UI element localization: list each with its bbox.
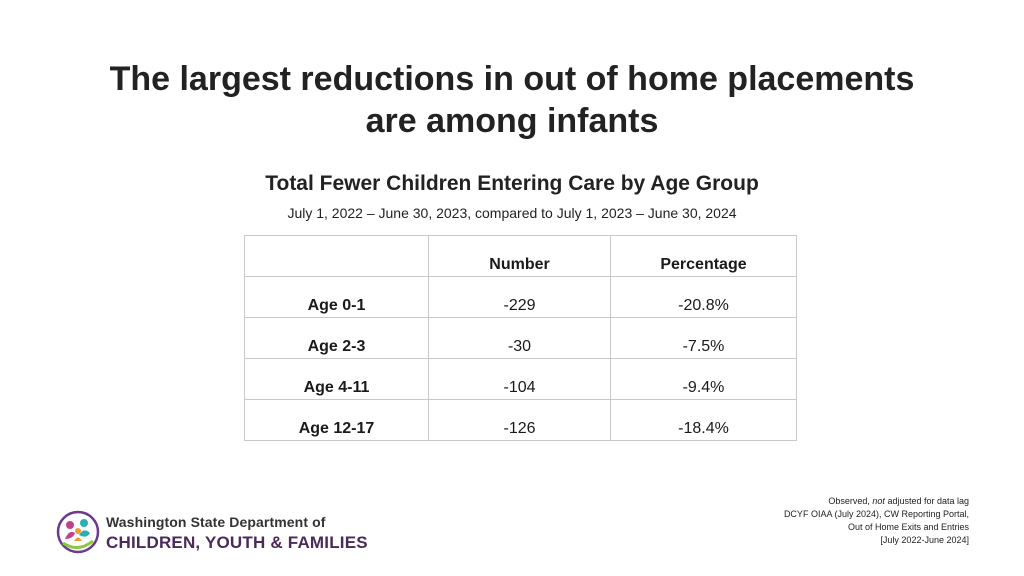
number-cell: -229 (428, 276, 611, 318)
percentage-cell: -9.4% (610, 358, 797, 400)
table-row: Age 12-17 -126 -18.4% (244, 399, 797, 441)
footnote-line2: DCYF OIAA (July 2024), CW Reporting Port… (783, 509, 969, 519)
row-label: Age 0-1 (244, 276, 429, 318)
row-label-text: Age 12-17 (298, 420, 375, 437)
number-value: -126 (503, 420, 536, 437)
percentage-value: -9.4% (682, 379, 725, 396)
row-label: Age 12-17 (244, 399, 429, 441)
header-label: Percentage (660, 256, 747, 273)
header-percentage: Percentage (610, 235, 797, 277)
percentage-value: -18.4% (678, 420, 729, 437)
number-cell: -104 (428, 358, 611, 400)
logo-org-line1: Washington State Department of (106, 514, 326, 530)
header-empty-cell (244, 235, 429, 277)
row-label: Age 4-11 (244, 358, 429, 400)
footnote-line1: Observed, not adjusted for data lag (784, 495, 969, 508)
percentage-cell: -20.8% (610, 276, 797, 318)
header-number: Number (428, 235, 611, 277)
footnote-line4: [July 2022-June 2024] (880, 535, 969, 545)
percentage-cell: -18.4% (610, 399, 797, 441)
footnote-text: adjusted for data lag (884, 496, 969, 506)
header-label: Number (489, 256, 550, 273)
table-title: Total Fewer Children Entering Care by Ag… (265, 172, 759, 195)
source-footnote: Observed, not adjusted for data lag DCYF… (784, 495, 969, 547)
table-subtitle: July 1, 2022 – June 30, 2023, compared t… (287, 205, 737, 221)
slide-title-line1: The largest reductions in out of home pl… (109, 60, 915, 98)
percentage-cell: -7.5% (610, 317, 797, 359)
row-label-text: Age 4-11 (303, 379, 370, 396)
number-cell: -126 (428, 399, 611, 441)
percentage-value: -20.8% (678, 297, 729, 314)
dcyf-logo-icon (56, 510, 100, 554)
logo-org-line2: CHILDREN, YOUTH & FAMILIES (106, 533, 368, 552)
number-cell: -30 (428, 317, 611, 359)
table-header-row: Number Percentage (244, 235, 797, 277)
number-value: -30 (507, 338, 532, 355)
number-value: -229 (503, 297, 536, 314)
age-group-table: Number Percentage Age 0-1 -229 -20.8% Ag… (244, 235, 797, 441)
slide-title-line2: are among infants (365, 102, 659, 140)
footnote-text: Observed, (828, 496, 873, 506)
footnote-emphasis: not (872, 496, 885, 506)
row-label-text: Age 0-1 (307, 297, 366, 314)
table-row: Age 2-3 -30 -7.5% (244, 317, 797, 359)
table-row: Age 4-11 -104 -9.4% (244, 358, 797, 400)
table-row: Age 0-1 -229 -20.8% (244, 276, 797, 318)
number-value: -104 (503, 379, 536, 396)
row-label: Age 2-3 (244, 317, 429, 359)
percentage-value: -7.5% (682, 338, 725, 355)
slide-title: The largest reductions in out of home pl… (0, 58, 1024, 142)
row-label-text: Age 2-3 (307, 338, 366, 355)
dcyf-logo: Washington State Department of CHILDREN,… (55, 509, 368, 555)
footnote-line3: Out of Home Exits and Entries (847, 522, 969, 532)
